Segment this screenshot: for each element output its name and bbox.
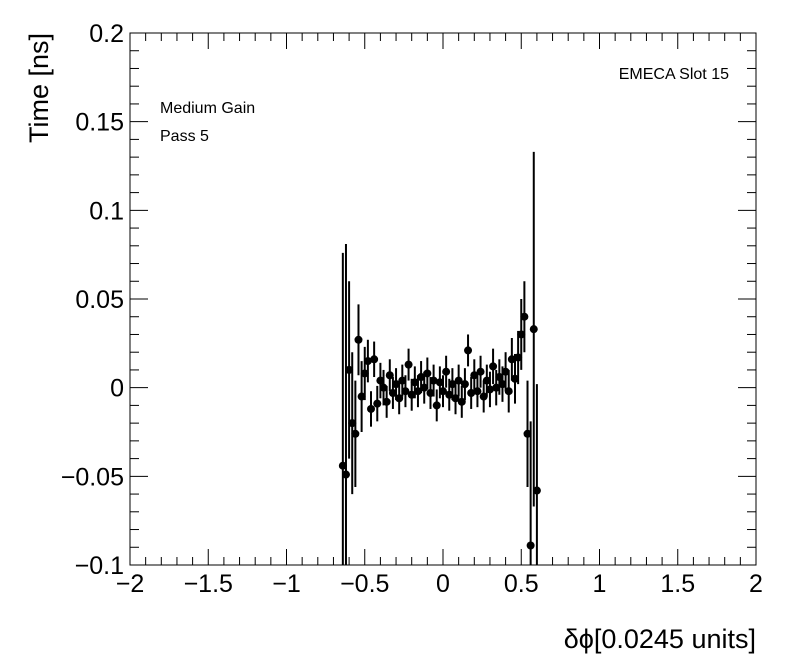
data-point: [526, 541, 535, 550]
x-axis-label: δϕ[0.0245 units]: [564, 624, 756, 654]
data-point: [373, 399, 382, 408]
data-point: [532, 486, 541, 495]
x-tick-label: −1: [272, 570, 301, 598]
data-point: [426, 388, 435, 397]
data-point: [504, 387, 513, 396]
data-point: [392, 380, 401, 389]
data-point: [423, 369, 432, 378]
x-tick-label: 1.5: [660, 570, 695, 598]
data-point: [445, 390, 454, 399]
x-tick-label: −2: [116, 570, 145, 598]
data-point: [407, 390, 416, 399]
data-point: [351, 429, 360, 438]
data-point: [448, 380, 457, 389]
data-point: [510, 374, 519, 383]
data-point: [451, 394, 460, 403]
x-tick-label: 0: [436, 570, 450, 598]
data-point: [357, 392, 366, 401]
data-point: [435, 378, 444, 387]
x-tick-label: −1.5: [184, 570, 233, 598]
data-point: [485, 385, 494, 394]
data-point: [529, 325, 538, 334]
annotation: Pass 5: [160, 128, 209, 145]
data-point: [454, 376, 463, 385]
y-axis-label: Time [ns]: [24, 33, 54, 143]
data-point: [413, 387, 422, 396]
data-point: [495, 373, 504, 382]
data-point: [388, 388, 397, 397]
data-point: [498, 380, 507, 389]
y-tick-label: −0.1: [75, 552, 124, 580]
annotation: Medium Gain: [160, 100, 255, 117]
x-tick-label: 2: [749, 570, 763, 598]
data-point: [476, 367, 485, 376]
annotation: EMECA Slot 15: [619, 66, 729, 83]
x-tick-label: −0.5: [340, 570, 389, 598]
data-point: [473, 387, 482, 396]
data-point: [395, 394, 404, 403]
y-tick-label: 0: [110, 375, 124, 403]
data-point: [398, 376, 407, 385]
data-point: [507, 355, 516, 364]
data-point: [429, 376, 438, 385]
data-point: [439, 387, 447, 396]
data-point: [363, 357, 372, 366]
data-point: [345, 365, 354, 374]
data-point: [470, 371, 479, 380]
data-point: [379, 383, 388, 392]
data-point: [514, 353, 523, 362]
data-point: [348, 419, 357, 428]
y-tick-label: −0.05: [61, 463, 124, 491]
data-point: [341, 470, 350, 479]
data-point: [404, 360, 413, 369]
data-point: [401, 387, 410, 396]
data-point: [420, 383, 429, 392]
data-point: [479, 392, 488, 401]
data-point: [382, 397, 391, 406]
data-point: [376, 376, 385, 385]
data-point: [523, 429, 532, 438]
data-point: [432, 401, 441, 410]
data-point: [489, 362, 498, 371]
y-tick-label: 0.15: [75, 109, 124, 137]
data-point: [417, 373, 426, 382]
x-tick-label: 1: [593, 570, 607, 598]
data-point: [464, 346, 473, 355]
data-point: [492, 383, 501, 392]
data-point: [482, 376, 491, 385]
data-point: [370, 355, 379, 364]
data-point: [410, 378, 419, 387]
data-point: [457, 397, 466, 406]
data-point: [442, 367, 451, 376]
data-point: [460, 380, 469, 389]
data-point: [360, 369, 369, 378]
data-point: [354, 335, 363, 344]
data-point: [367, 404, 376, 413]
data-point: [338, 461, 347, 470]
y-tick-label: 0.1: [89, 197, 124, 225]
y-tick-label: 0.05: [75, 286, 124, 314]
data-point: [501, 367, 510, 376]
data-point: [385, 371, 394, 380]
data-point: [517, 330, 526, 339]
data-point: [520, 312, 529, 321]
plot-area: [338, 151, 541, 565]
data-point: [467, 388, 476, 397]
y-tick-label: 0.2: [89, 20, 124, 48]
x-tick-label: 0.5: [504, 570, 539, 598]
